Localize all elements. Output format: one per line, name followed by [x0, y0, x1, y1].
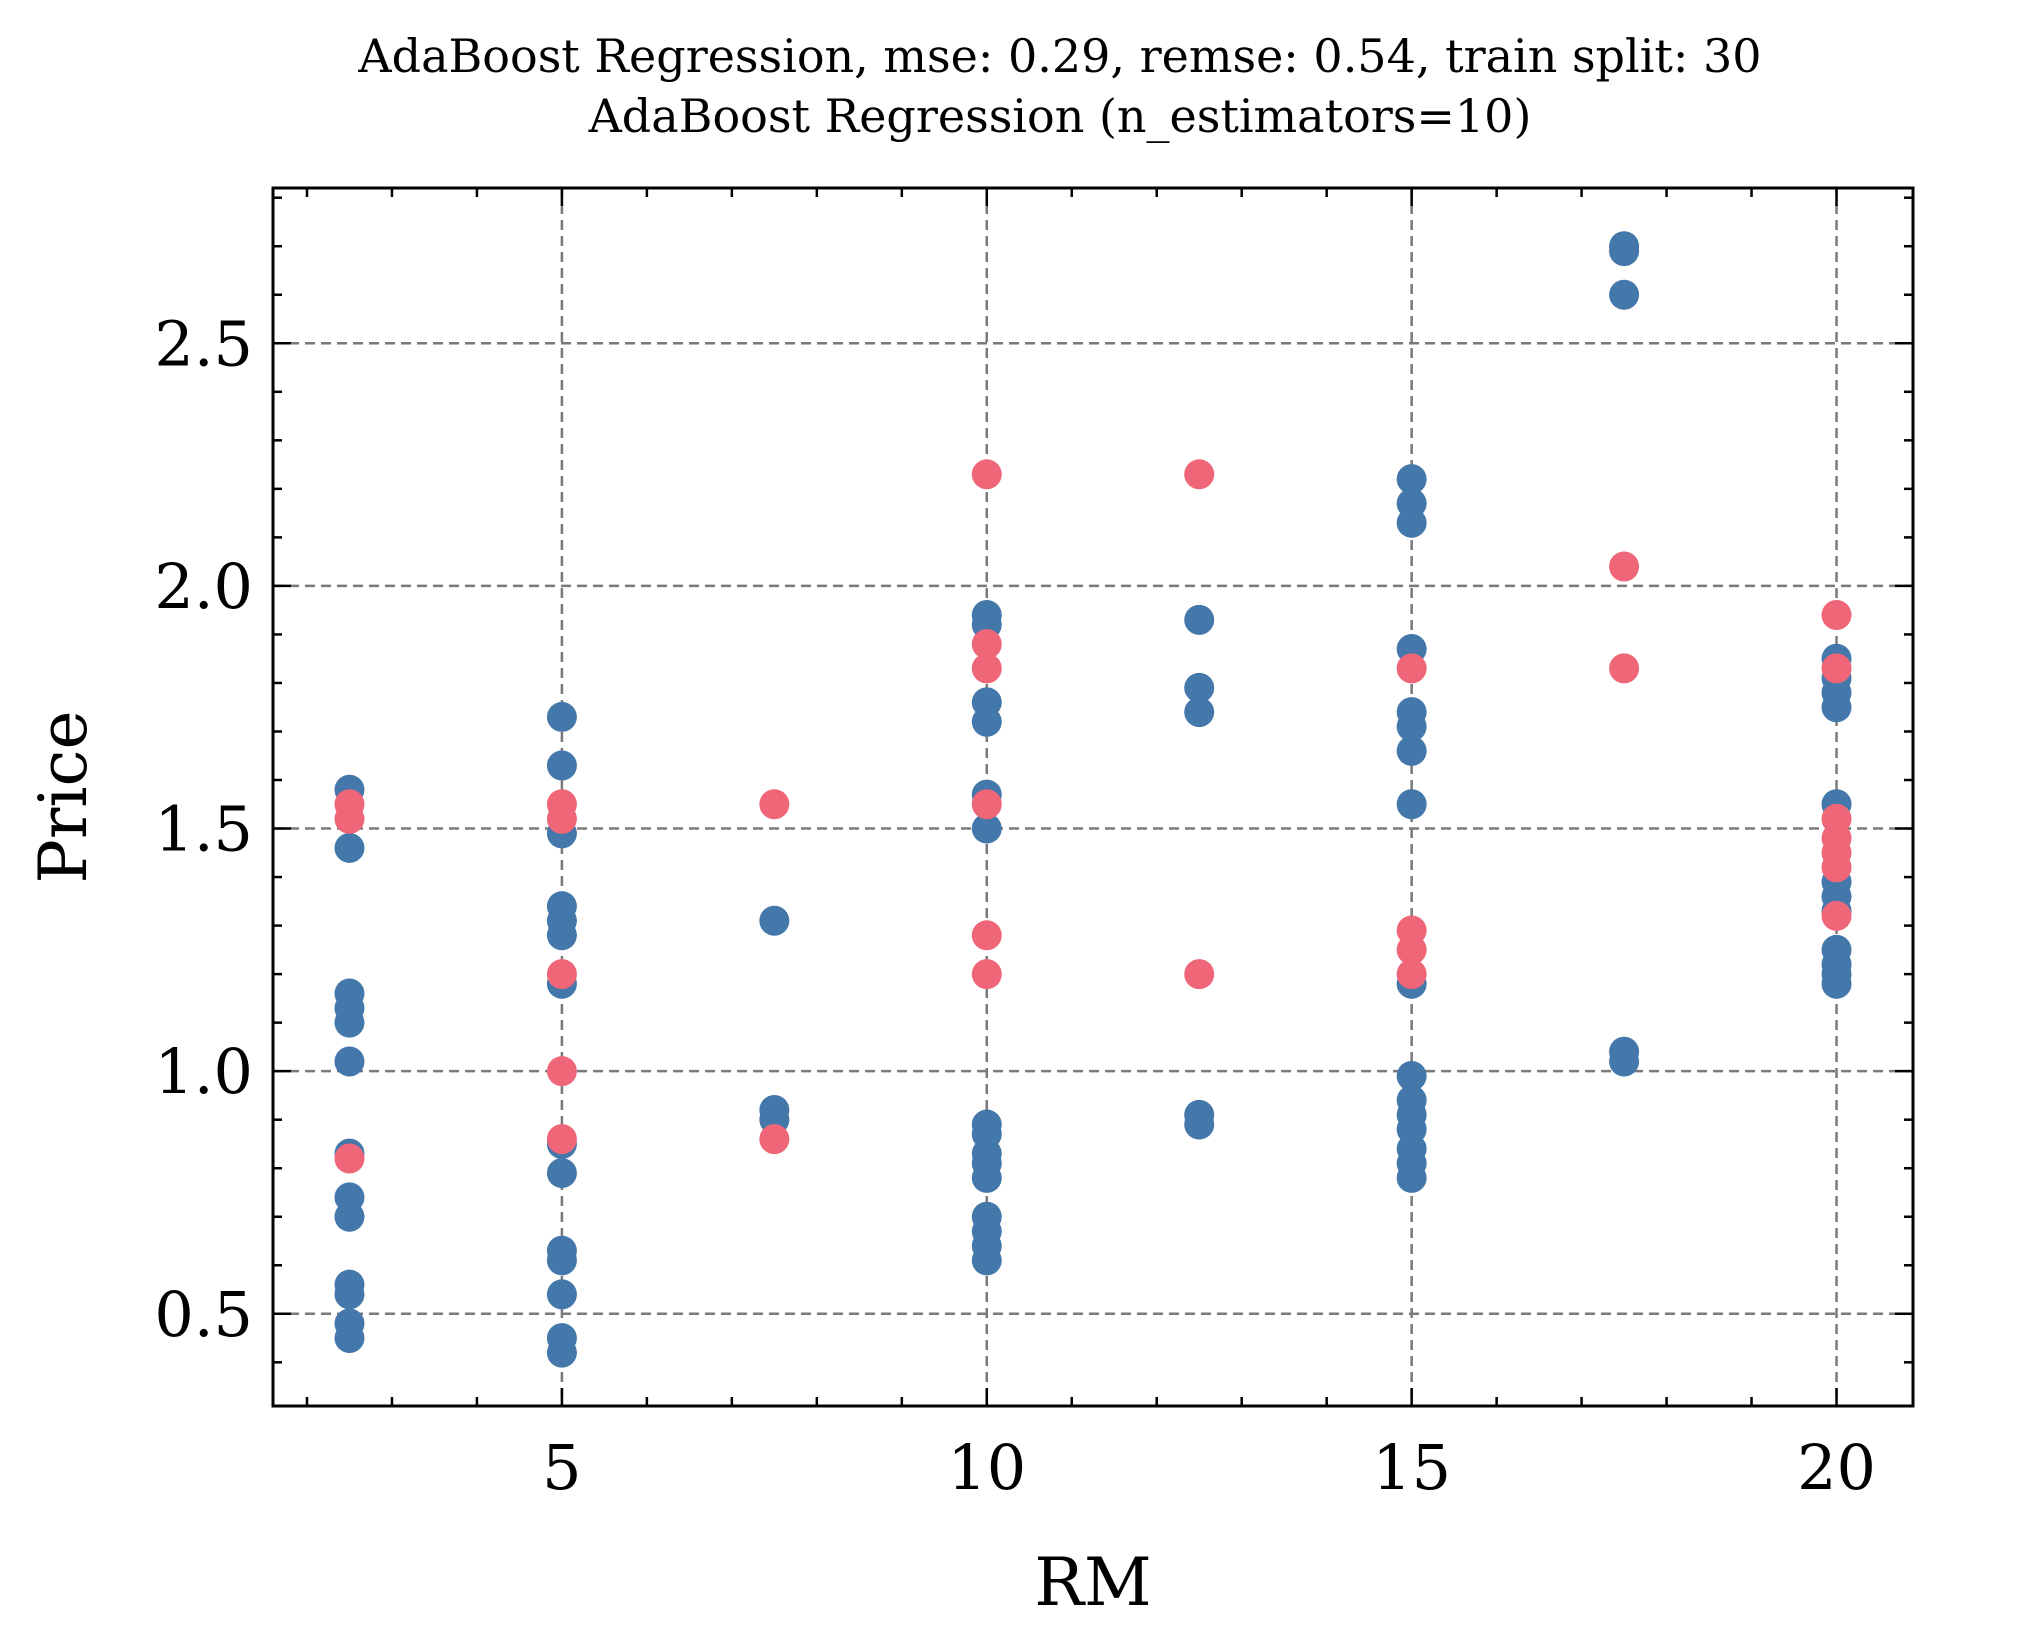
data-point	[1821, 653, 1852, 684]
data-point	[546, 920, 577, 951]
data-point	[971, 1245, 1002, 1276]
data-point	[1396, 711, 1427, 742]
x-tick-label: 10	[947, 1431, 1026, 1504]
data-point	[334, 832, 365, 863]
data-point	[546, 1279, 577, 1310]
data-point	[971, 813, 1002, 844]
x-axis-label: RM	[1034, 1544, 1151, 1621]
data-point	[1184, 459, 1215, 490]
chart-subtitle: AdaBoost Regression (n_estimators=10)	[588, 89, 1532, 143]
data-point	[759, 1124, 790, 1155]
data-point	[1396, 507, 1427, 538]
data-point	[971, 629, 1002, 660]
data-point	[1609, 236, 1640, 267]
data-point	[1396, 1061, 1427, 1092]
data-point	[546, 1337, 577, 1368]
data-point	[546, 701, 577, 732]
data-point	[1396, 1162, 1427, 1193]
x-tick-label: 5	[542, 1431, 581, 1504]
data-point	[1184, 604, 1215, 635]
data-point	[1609, 279, 1640, 310]
data-point	[1396, 653, 1427, 684]
data-point	[971, 653, 1002, 684]
data-point	[971, 1162, 1002, 1193]
y-tick-label: 1.0	[154, 1035, 253, 1108]
data-point	[971, 706, 1002, 737]
data-point	[1184, 697, 1215, 728]
data-point	[546, 750, 577, 781]
data-points	[334, 231, 1852, 1368]
data-point	[1184, 1109, 1215, 1140]
data-point	[546, 803, 577, 834]
data-point	[1184, 959, 1215, 990]
data-point	[971, 920, 1002, 951]
data-point	[1609, 653, 1640, 684]
data-point	[1184, 672, 1215, 703]
data-point	[971, 459, 1002, 490]
data-point	[1821, 692, 1852, 723]
data-point	[759, 789, 790, 820]
data-point	[546, 959, 577, 990]
data-point	[1396, 959, 1427, 990]
grid-lines	[273, 188, 1913, 1406]
data-point	[546, 1056, 577, 1087]
y-tick-label: 0.5	[154, 1278, 253, 1351]
data-point	[1821, 968, 1852, 999]
data-point	[1821, 600, 1852, 631]
y-tick-label: 2.0	[154, 550, 253, 623]
data-point	[1609, 551, 1640, 582]
data-point	[546, 1158, 577, 1189]
axis-ticks	[273, 188, 1913, 1406]
data-point	[1396, 934, 1427, 965]
data-point	[546, 1245, 577, 1276]
data-point	[334, 1143, 365, 1174]
data-point	[334, 1046, 365, 1077]
y-axis-label: Price	[25, 710, 102, 883]
y-tick-label: 2.5	[154, 307, 253, 380]
data-point	[1396, 464, 1427, 495]
x-tick-label: 15	[1372, 1431, 1451, 1504]
data-point	[334, 1323, 365, 1354]
data-point	[1609, 1046, 1640, 1077]
data-point	[1821, 900, 1852, 931]
data-point	[971, 959, 1002, 990]
data-point	[334, 1279, 365, 1310]
data-point	[1821, 852, 1852, 883]
y-tick-label: 1.5	[154, 793, 253, 866]
chart-title: AdaBoost Regression, mse: 0.29, remse: 0…	[357, 29, 1761, 83]
data-point	[759, 905, 790, 936]
data-point	[334, 803, 365, 834]
data-point	[334, 1007, 365, 1038]
data-point	[546, 1124, 577, 1155]
data-point	[1396, 789, 1427, 820]
tick-labels: 5 10 15 20 0.5 1.0 1.5 2.0 2.5	[154, 307, 1876, 1504]
data-point	[334, 1201, 365, 1232]
x-tick-label: 20	[1797, 1431, 1876, 1504]
data-point	[1396, 735, 1427, 766]
plot-frame	[271, 186, 1915, 1408]
data-point	[971, 789, 1002, 820]
